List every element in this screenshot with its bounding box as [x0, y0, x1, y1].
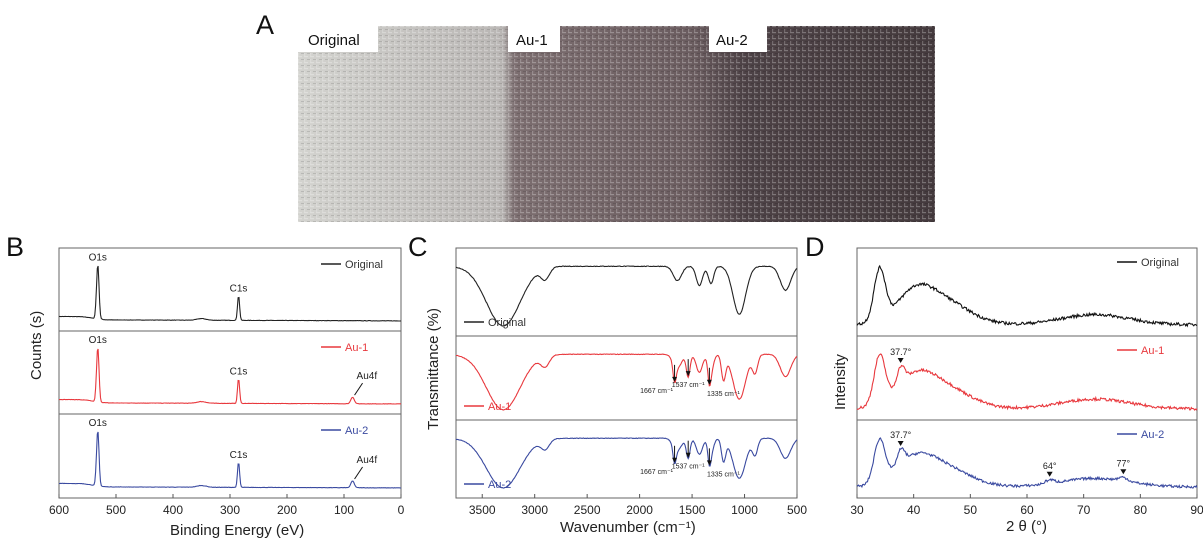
x-tick-label-b: 100 — [334, 503, 354, 517]
xps-xlabel: Binding Energy (eV) — [170, 522, 305, 539]
ftir-ylabel: Transmittance (%) — [425, 308, 442, 430]
legend-label: Au-1 — [345, 342, 368, 354]
x-tick-label-c: 2500 — [574, 503, 601, 517]
x-tick-label-b: 300 — [220, 503, 240, 517]
legend-label: Au-1 — [1141, 345, 1164, 357]
x-tick-label-b: 400 — [163, 503, 183, 517]
annotation-label: 37.7° — [890, 347, 912, 357]
legend-label: Original — [488, 317, 526, 329]
annotation-arrowhead — [897, 358, 904, 364]
x-tick-label-d: 40 — [907, 503, 921, 517]
x-tick-label-d: 30 — [850, 503, 864, 517]
photo-label-au1: Au-1 — [516, 32, 548, 49]
x-tick-label-b: 200 — [277, 503, 297, 517]
annotation-label: 1667 cm⁻¹ — [640, 469, 674, 476]
annotation-label: 37.7° — [890, 430, 912, 440]
photo-label-original: Original — [308, 32, 360, 49]
x-tick-label-d: 90 — [1190, 503, 1203, 517]
legend-label: Au-2 — [1141, 429, 1164, 441]
x-tick-label-d: 70 — [1077, 503, 1091, 517]
x-tick-label-d: 80 — [1134, 503, 1148, 517]
annotation-label: 1335 cm⁻¹ — [707, 471, 741, 478]
peak-label: C1s — [230, 450, 248, 461]
panel-label-d: D — [805, 232, 825, 262]
series-line-b-0 — [58, 265, 402, 322]
legend-label: Au-1 — [488, 401, 511, 413]
annotation-arrowhead — [672, 376, 678, 382]
annotation-arrowhead — [706, 460, 712, 466]
annotation-arrowhead — [672, 457, 678, 463]
ftir-xlabel: Wavenumber (cm⁻¹) — [560, 519, 696, 536]
peak-label: C1s — [230, 284, 248, 295]
plot-frame-d — [856, 247, 1198, 499]
peak-label: Au4f — [357, 455, 378, 466]
xps-ylabel: Counts (s) — [28, 310, 45, 380]
panel-label-b: B — [6, 232, 25, 262]
plot-frame-c — [455, 247, 798, 499]
series-line-d-1 — [856, 353, 1198, 411]
legend-label: Original — [1141, 257, 1179, 269]
xrd-xlabel: 2 θ (°) — [1006, 518, 1048, 535]
peak-label: O1s — [89, 418, 107, 429]
annotation-arrowhead — [897, 440, 904, 446]
series-line-c-2 — [455, 437, 798, 489]
x-tick-label-c: 1000 — [731, 503, 758, 517]
legend-label: Au-2 — [488, 479, 511, 491]
x-tick-label-d: 50 — [964, 503, 978, 517]
annotation-label: 64° — [1043, 461, 1057, 471]
x-tick-label-c: 3500 — [469, 503, 496, 517]
annotation-label: 1537 cm⁻¹ — [672, 464, 706, 471]
annotation-arrowhead — [685, 452, 691, 458]
annotation-arrowhead — [1046, 471, 1053, 477]
series-line-b-2 — [58, 431, 402, 489]
panel-label-a: A — [256, 10, 275, 40]
x-tick-label-b: 0 — [398, 503, 405, 517]
series-line-d-0 — [856, 264, 1198, 328]
annotation-arrow — [354, 466, 363, 480]
series-line-c-1 — [455, 353, 798, 411]
series-line-c-0 — [455, 265, 798, 327]
photo-label-au2: Au-2 — [716, 32, 748, 49]
x-tick-label-c: 3000 — [521, 503, 548, 517]
x-tick-label-c: 500 — [787, 503, 807, 517]
x-tick-label-c: 1500 — [679, 503, 706, 517]
peak-label: C1s — [230, 367, 248, 378]
xrd-ylabel: Intensity — [832, 354, 849, 410]
panel-label-c: C — [408, 232, 428, 262]
legend-label: Original — [345, 259, 383, 271]
annotation-label: 77° — [1117, 458, 1131, 468]
x-tick-label-c: 2000 — [626, 503, 653, 517]
x-tick-label-b: 600 — [49, 503, 69, 517]
peak-label: O1s — [89, 335, 107, 346]
x-tick-label-d: 60 — [1020, 503, 1034, 517]
legend-label: Au-2 — [345, 425, 368, 437]
annotation-arrowhead — [685, 371, 691, 377]
annotation-label: 1335 cm⁻¹ — [707, 391, 741, 398]
annotation-arrowhead — [1120, 469, 1127, 475]
annotation-label: 1537 cm⁻¹ — [672, 382, 706, 389]
peak-label: Au4f — [357, 371, 378, 382]
annotation-arrow — [354, 382, 363, 396]
series-line-b-1 — [59, 348, 402, 405]
annotation-arrowhead — [706, 379, 712, 385]
x-tick-label-b: 500 — [106, 503, 126, 517]
annotation-label: 1667 cm⁻¹ — [640, 388, 674, 395]
series-line-d-2 — [856, 437, 1198, 489]
peak-label: O1s — [89, 252, 107, 263]
fabric-photo: Original Au-1 Au-2 — [298, 26, 935, 222]
